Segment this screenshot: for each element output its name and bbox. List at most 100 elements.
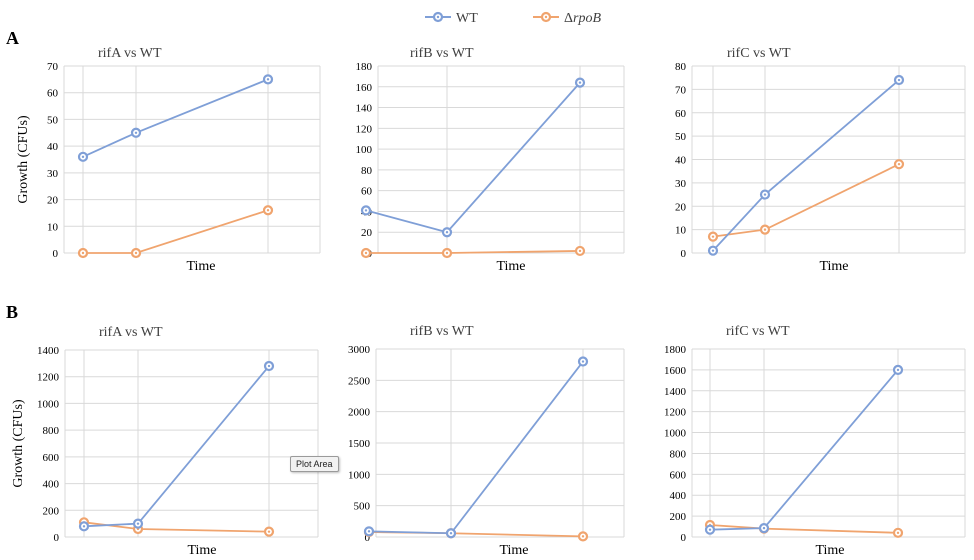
legend-label: WT (456, 11, 478, 26)
y-tick-label: 1200 (664, 407, 687, 419)
y-tick-label: 800 (670, 448, 687, 460)
chart-b-1: 0 200 400 600 800 1000 1200 1400 rifA vs WT Time G… (11, 325, 319, 558)
data-point-wt-center (762, 526, 766, 530)
y-tick-label: 2500 (348, 375, 371, 387)
y-tick-label: 1200 (37, 372, 60, 384)
chart-title: rifB vs WT (410, 324, 474, 339)
legend-label: ΔrpoB (564, 11, 601, 26)
y-tick-label: 100 (356, 144, 373, 156)
data-point-rpob-center (81, 251, 85, 255)
chart-a-3: 0 10 20 30 40 50 60 70 80 rifC vs WT Time (675, 46, 966, 274)
y-axis-label: Growth (CFUs) (16, 115, 31, 204)
y-tick-label: 70 (675, 84, 687, 96)
x-axis-label: Time (496, 259, 525, 274)
chart-title: rifC vs WT (727, 46, 791, 61)
y-tick-label: 40 (675, 155, 687, 167)
series-wt (707, 74, 905, 256)
y-tick-label: 200 (670, 511, 687, 523)
y-tick-label: 20 (361, 227, 373, 239)
data-point-wt-center (136, 522, 140, 525)
data-point-wt-center (134, 131, 138, 134)
panel-label-B: B (6, 302, 18, 322)
series-line-wt (368, 360, 584, 535)
series-rpob (707, 159, 905, 242)
chart-title: rifC vs WT (726, 324, 790, 339)
data-point-wt-center (82, 525, 86, 528)
y-tick-label: 60 (47, 88, 59, 100)
data-point-rpob-center (897, 162, 901, 166)
series-wt (360, 77, 586, 238)
y-tick-label: 80 (675, 61, 687, 73)
series-wt (704, 364, 904, 535)
legend-marker-center (544, 15, 548, 19)
y-tick-label: 0 (53, 248, 59, 260)
x-axis-label: Time (186, 259, 215, 274)
data-point-wt-center (449, 532, 453, 535)
chart-title: rifA vs WT (99, 325, 163, 340)
data-point-rpob-center (267, 530, 271, 533)
legend-marker-center (436, 15, 440, 19)
data-point-wt-center (711, 249, 715, 252)
y-tick-label: 600 (43, 452, 60, 464)
y-tick-label: 400 (670, 490, 687, 502)
data-point-wt-center (267, 364, 271, 368)
data-point-rpob-center (581, 535, 585, 538)
x-axis-label: Time (499, 543, 528, 558)
data-point-wt-center (266, 78, 270, 81)
data-point-rpob-center (763, 228, 767, 231)
data-point-rpob-center (711, 235, 715, 238)
data-point-wt-center (708, 528, 712, 531)
y-tick-label: 30 (47, 168, 59, 180)
y-tick-label: 60 (361, 186, 373, 198)
series-line-rpob (712, 163, 900, 238)
y-tick-label: 1800 (664, 344, 687, 356)
y-tick-label: 1000 (348, 469, 371, 481)
legend-label-italic: rpoB (573, 11, 601, 26)
series-rpob (78, 517, 275, 537)
series-line-wt (82, 78, 269, 158)
chart-title: rifB vs WT (410, 46, 474, 61)
legend-label-text: Δ (564, 11, 573, 26)
y-tick-label: 600 (670, 469, 687, 481)
y-tick-label: 180 (356, 61, 373, 73)
data-point-wt-center (763, 193, 767, 196)
y-tick-label: 30 (675, 178, 687, 190)
y-tick-label: 1000 (37, 398, 60, 410)
y-tick-label: 0 (681, 532, 687, 544)
y-tick-label: 400 (43, 479, 60, 491)
y-tick-label: 20 (675, 201, 687, 213)
y-tick-label: 40 (47, 141, 59, 153)
x-axis-label: Time (187, 543, 216, 558)
y-tick-label: 160 (356, 82, 373, 94)
y-tick-label: 10 (47, 221, 59, 233)
y-tick-label: 1000 (664, 428, 687, 440)
chart-b-2: 0 500 1000 1500 2000 2500 3000 rifB vs WT Time (348, 324, 625, 558)
x-axis-label: Time (819, 259, 848, 274)
series-rpob (363, 526, 589, 542)
chart-title: rifA vs WT (98, 46, 162, 61)
series-line-wt (365, 82, 581, 234)
plot-area-tooltip: Plot Area (290, 456, 339, 472)
y-tick-label: 0 (681, 248, 687, 260)
y-tick-label: 0 (365, 532, 371, 544)
data-point-rpob-center (134, 251, 138, 255)
y-tick-label: 60 (675, 108, 687, 120)
y-tick-label: 140 (356, 103, 373, 115)
legend-item-rpob: ΔrpoB (533, 11, 601, 26)
data-point-rpob-center (578, 249, 582, 253)
data-point-rpob-center (445, 251, 449, 255)
data-point-wt-center (81, 155, 85, 159)
y-tick-label: 1600 (664, 365, 687, 377)
series-line-wt (83, 365, 270, 528)
data-point-wt-center (578, 81, 582, 84)
data-point-wt-center (367, 530, 371, 533)
y-tick-label: 500 (354, 501, 371, 513)
y-tick-label: 1400 (37, 345, 60, 357)
y-tick-label: 0 (54, 532, 60, 544)
series-line-rpob (83, 521, 270, 533)
data-point-wt-center (897, 78, 901, 82)
y-tick-label: 2000 (348, 407, 371, 419)
series-rpob (360, 245, 586, 259)
data-point-rpob-center (364, 251, 368, 255)
